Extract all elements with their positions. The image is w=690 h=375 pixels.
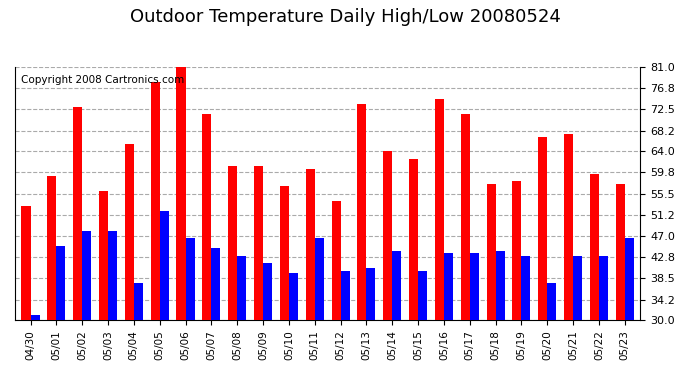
Bar <box>125 144 134 375</box>
Bar <box>564 134 573 375</box>
Bar <box>470 254 479 375</box>
Bar <box>461 114 470 375</box>
Bar <box>383 152 392 375</box>
Bar <box>435 99 444 375</box>
Bar <box>573 256 582 375</box>
Bar <box>254 166 263 375</box>
Bar <box>615 184 624 375</box>
Text: Outdoor Temperature Daily High/Low 20080524: Outdoor Temperature Daily High/Low 20080… <box>130 8 560 26</box>
Bar <box>315 238 324 375</box>
Bar <box>202 114 211 375</box>
Bar <box>211 248 220 375</box>
Bar <box>228 166 237 375</box>
Bar <box>599 256 608 375</box>
Bar <box>547 283 556 375</box>
Bar <box>306 169 315 375</box>
Bar <box>624 238 634 375</box>
Bar <box>366 268 375 375</box>
Bar <box>159 211 169 375</box>
Bar <box>280 186 289 375</box>
Bar <box>513 181 522 375</box>
Bar <box>444 254 453 375</box>
Bar <box>263 263 272 375</box>
Bar <box>150 82 159 375</box>
Bar <box>341 271 350 375</box>
Bar <box>538 136 547 375</box>
Bar <box>486 184 495 375</box>
Bar <box>418 271 427 375</box>
Bar <box>289 273 298 375</box>
Bar <box>590 174 599 375</box>
Bar <box>30 315 39 375</box>
Bar <box>134 283 143 375</box>
Bar <box>409 159 418 375</box>
Bar <box>73 107 82 375</box>
Bar <box>177 67 186 375</box>
Bar <box>82 231 91 375</box>
Bar <box>99 191 108 375</box>
Bar <box>357 104 366 375</box>
Bar <box>21 206 30 375</box>
Bar <box>392 251 402 375</box>
Text: Copyright 2008 Cartronics.com: Copyright 2008 Cartronics.com <box>21 75 184 85</box>
Bar <box>237 256 246 375</box>
Bar <box>48 176 57 375</box>
Bar <box>495 251 504 375</box>
Bar <box>57 246 66 375</box>
Bar <box>186 238 195 375</box>
Bar <box>522 256 531 375</box>
Bar <box>108 231 117 375</box>
Bar <box>331 201 341 375</box>
